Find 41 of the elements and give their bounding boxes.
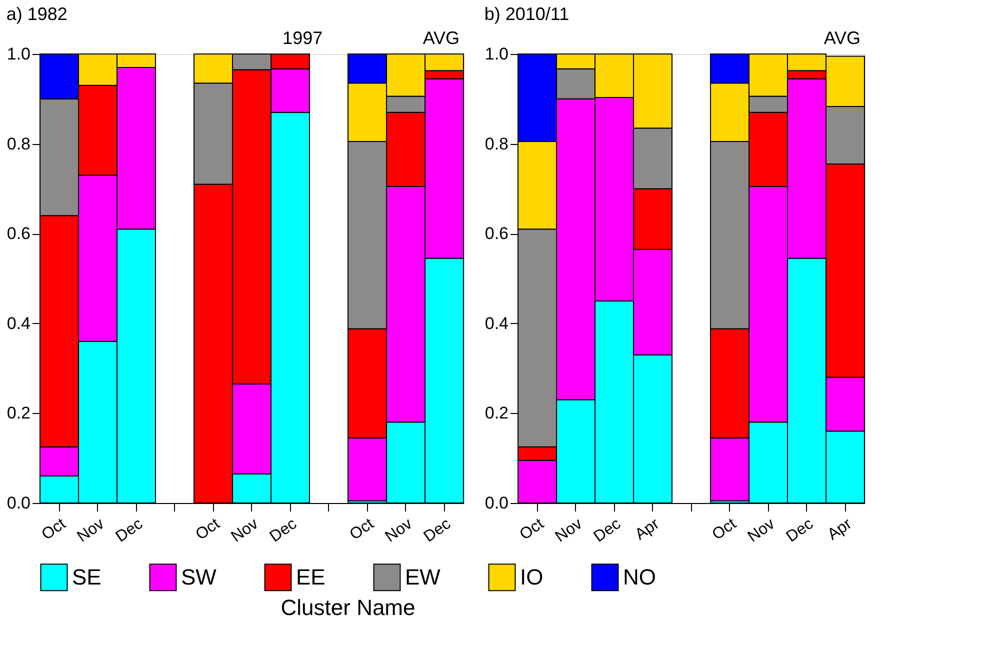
y-tick-label: 0.8: [6, 134, 30, 154]
x-tick-label: Oct: [709, 515, 740, 544]
x-tick-label: Nov: [744, 516, 778, 546]
x-tick-label: Oct: [192, 515, 224, 544]
x-tick-label: Nov: [382, 516, 416, 546]
x-tick-label: Nov: [552, 516, 586, 546]
x-tick-label: Nov: [74, 516, 108, 546]
text: AVG: [824, 28, 860, 48]
y-tick-label: 0.6: [6, 224, 30, 244]
x-tick-label: Dec: [420, 516, 454, 546]
text: AVG: [422, 28, 460, 48]
x-tick-label: Oct: [516, 515, 548, 544]
legend-label: IO: [520, 564, 544, 590]
legend-label: EE: [296, 564, 326, 590]
legend-label: SW: [181, 564, 217, 590]
y-tick-label: 0.2: [6, 404, 30, 423]
x-tick-label: Apr: [824, 515, 856, 544]
y-tick-label: 0.2: [484, 404, 508, 423]
legend-label: EW: [405, 564, 441, 590]
x-tick-label: Dec: [266, 516, 300, 546]
legend-title: Cluster Name: [280, 595, 416, 620]
legend-label: NO: [623, 564, 656, 590]
x-tick-label: Oct: [346, 515, 378, 544]
y-tick-label: 0.4: [484, 314, 508, 333]
x-tick-label: Dec: [783, 516, 816, 546]
x-tick-label: Dec: [590, 516, 624, 546]
x-tick-label: Nov: [228, 516, 262, 546]
chart-title: a) 1982: [6, 4, 68, 24]
y-tick-label: 1.0: [6, 44, 30, 64]
x-tick-label: Oct: [38, 515, 70, 544]
y-tick-label: 0.0: [6, 494, 30, 512]
x-tick-label: Dec: [112, 516, 146, 546]
y-tick-label: 0.0: [484, 494, 508, 512]
y-tick-label: 1.0: [484, 44, 508, 64]
y-tick-label: 0.8: [484, 134, 508, 154]
y-tick-label: 0.4: [6, 314, 30, 333]
x-tick-label: Apr: [632, 515, 664, 544]
chart-title: b) 2010/11: [484, 4, 570, 24]
text: 1997: [282, 28, 323, 48]
legend-label: SE: [72, 564, 102, 590]
y-tick-label: 0.6: [484, 224, 508, 244]
